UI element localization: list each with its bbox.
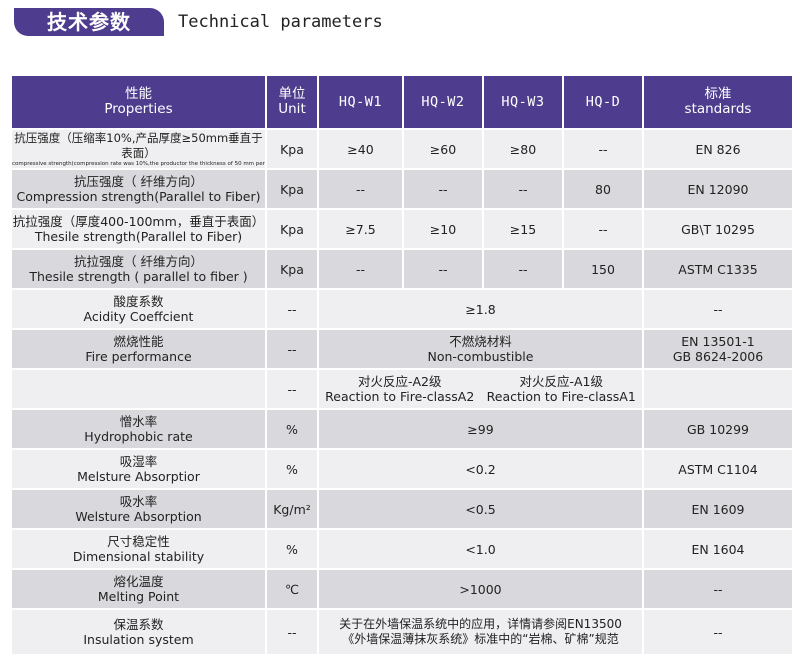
unit-cell: Kg/m² — [265, 488, 319, 530]
standard-cell: EN 12090 — [642, 168, 794, 210]
property-cell: 抗压强度（ 纤维方向） Compression strength(Parallel… — [10, 168, 267, 210]
table-row: 尺寸稳定性 Dimensional stability % <1.0 EN 160… — [10, 528, 794, 570]
merged-value-cell: <0.2 — [317, 448, 644, 490]
table-row: 抗压强度（ 纤维方向） Compression strength(Parallel… — [10, 168, 794, 210]
value-cell: ≥40 — [317, 128, 404, 170]
standard-cell: -- — [642, 608, 794, 656]
merged-value-cell: ≥99 — [317, 408, 644, 450]
fire-class-a1-en: Reaction to Fire-classA1 — [486, 389, 636, 404]
table-row: 酸度系数 Acidity Coeffcient -- ≥1.8 -- — [10, 288, 794, 330]
property-cell: 抗拉强度（ 纤维方向） Thesile strength ( parallel t… — [10, 248, 267, 290]
property-cell: 酸度系数 Acidity Coeffcient — [10, 288, 267, 330]
value-cell: -- — [562, 128, 644, 170]
property-cell: 抗拉强度（厚度400-100mm，垂直于表面） Thesile strength(… — [10, 208, 267, 250]
property-cell: 保温系数 Insulation system — [10, 608, 267, 656]
standard-cell: GB\T 10295 — [642, 208, 794, 250]
standard-cell: -- — [642, 568, 794, 610]
table-row: 吸湿率 Melsture Absorptior % <0.2 ASTM C1104 — [10, 448, 794, 490]
standard-cell: ASTM C1335 — [642, 248, 794, 290]
col-hq-w1: HQ-W1 — [317, 74, 404, 130]
merged-value-cell: <0.5 — [317, 488, 644, 530]
value-cell: -- — [317, 168, 404, 210]
value-cell: ≥10 — [402, 208, 484, 250]
merged-value-cell: 关于在外墙保温系统中的应用，详情请参阅EN13500 《外墙保温薄抹灰系统》标准中… — [317, 608, 644, 656]
value-cell: ≥60 — [402, 128, 484, 170]
technical-parameters-table: 性能 Properties 单位 Unit HQ-W1 HQ-W2 HQ-W3 HQ… — [10, 74, 794, 656]
merged-value-cell: 不燃烧材料 Non-combustible — [317, 328, 644, 370]
col-hq-w3: HQ-W3 — [482, 74, 564, 130]
value-cell: -- — [562, 208, 644, 250]
unit-cell: % — [265, 408, 319, 450]
unit-cell: Kpa — [265, 208, 319, 250]
unit-cell: ℃ — [265, 568, 319, 610]
property-cell — [10, 368, 267, 410]
standard-cell: ASTM C1104 — [642, 448, 794, 490]
property-cell: 吸水率 Welsture Absorption — [10, 488, 267, 530]
table-row: 保温系数 Insulation system -- 关于在外墙保温系统中的应用，详… — [10, 608, 794, 656]
title-english: Technical parameters — [178, 12, 383, 32]
merged-value-cell: >1000 — [317, 568, 644, 610]
table-row: 抗拉强度（ 纤维方向） Thesile strength ( parallel t… — [10, 248, 794, 290]
table-row: 燃烧性能 Fire performance -- 不燃烧材料 Non-combust… — [10, 328, 794, 370]
col-properties: 性能 Properties — [10, 74, 267, 130]
unit-cell: Kpa — [265, 168, 319, 210]
value-cell: -- — [402, 248, 484, 290]
standard-cell — [642, 368, 794, 410]
unit-cell: -- — [265, 368, 319, 410]
standard-cell: -- — [642, 288, 794, 330]
fire-class-a1-cn: 对火反应-A1级 — [519, 374, 603, 389]
value-cell: -- — [482, 248, 564, 290]
table-row: 抗拉强度（厚度400-100mm，垂直于表面） Thesile strength(… — [10, 208, 794, 250]
standard-cell: GB 10299 — [642, 408, 794, 450]
table-row: 憎水率 Hydrophobic rate % ≥99 GB 10299 — [10, 408, 794, 450]
unit-cell: -- — [265, 608, 319, 656]
section-title: 技术参数 Technical parameters — [14, 8, 383, 36]
value-cell: ≥15 — [482, 208, 564, 250]
table-row: -- 对火反应-A2级 Reaction to Fire-classA2 对火反应… — [10, 368, 794, 410]
property-cell: 尺寸稳定性 Dimensional stability — [10, 528, 267, 570]
col-hq-d: HQ-D — [562, 74, 644, 130]
unit-cell: % — [265, 448, 319, 490]
standard-cell: EN 826 — [642, 128, 794, 170]
property-cell: 熔化温度 Melting Point — [10, 568, 267, 610]
table-row: 抗压强度（压缩率10%,产品厚度≥50mm垂直于表面） compressive s… — [10, 128, 794, 170]
value-cell: 80 — [562, 168, 644, 210]
fire-class-a2-en: Reaction to Fire-classA2 — [325, 389, 475, 404]
unit-cell: -- — [265, 328, 319, 370]
merged-value-cell: <1.0 — [317, 528, 644, 570]
property-cell: 吸湿率 Melsture Absorptior — [10, 448, 267, 490]
unit-cell: % — [265, 528, 319, 570]
standard-cell: EN 1604 — [642, 528, 794, 570]
property-cell: 憎水率 Hydrophobic rate — [10, 408, 267, 450]
fire-class-a2-cn: 对火反应-A2级 — [357, 374, 442, 389]
value-cell: ≥7.5 — [317, 208, 404, 250]
col-hq-w2: HQ-W2 — [402, 74, 484, 130]
property-cell: 燃烧性能 Fire performance — [10, 328, 267, 370]
unit-cell: Kpa — [265, 248, 319, 290]
value-cell: ≥80 — [482, 128, 564, 170]
unit-cell: Kpa — [265, 128, 319, 170]
col-standards: 标准 standards — [642, 74, 794, 130]
unit-cell: -- — [265, 288, 319, 330]
value-cell: -- — [402, 168, 484, 210]
value-cell: -- — [317, 248, 404, 290]
value-cell: -- — [482, 168, 564, 210]
table-row: 吸水率 Welsture Absorption Kg/m² <0.5 EN 160… — [10, 488, 794, 530]
col-unit: 单位 Unit — [265, 74, 319, 130]
header-row: 性能 Properties 单位 Unit HQ-W1 HQ-W2 HQ-W3 HQ… — [10, 74, 794, 130]
standard-cell: EN 13501-1 GB 8624-2006 — [642, 328, 794, 370]
standard-cell: EN 1609 — [642, 488, 794, 530]
merged-value-cell: 对火反应-A2级 Reaction to Fire-classA2 对火反应-A1… — [317, 368, 644, 410]
table-row: 熔化温度 Melting Point ℃ >1000 -- — [10, 568, 794, 610]
merged-value-cell: ≥1.8 — [317, 288, 644, 330]
value-cell: 150 — [562, 248, 644, 290]
property-cell: 抗压强度（压缩率10%,产品厚度≥50mm垂直于表面） compressive s… — [10, 128, 267, 170]
title-badge: 技术参数 — [14, 8, 164, 36]
